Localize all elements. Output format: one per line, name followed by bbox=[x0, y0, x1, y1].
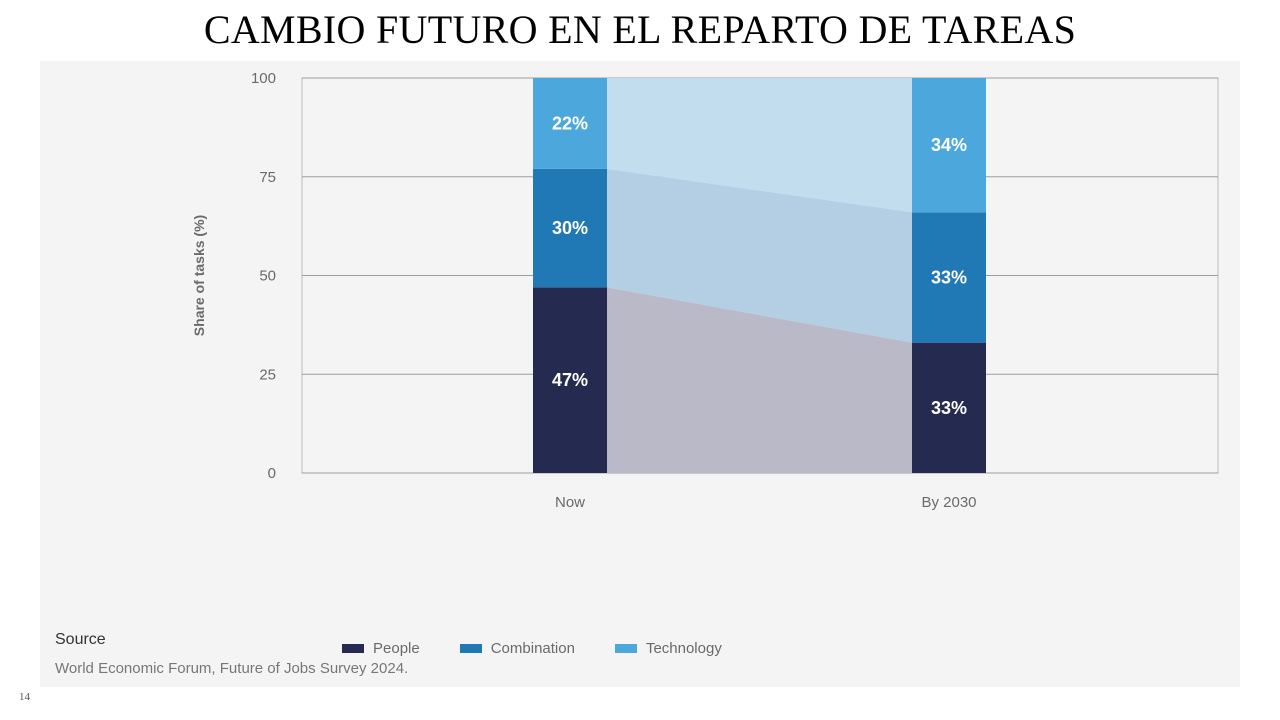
legend-item-people: People bbox=[342, 640, 420, 657]
legend-label-combination: Combination bbox=[490, 639, 575, 657]
flow-band-people bbox=[607, 287, 912, 473]
legend-label-technology: Technology bbox=[645, 639, 722, 657]
bar-segment-people-1 bbox=[912, 342, 986, 473]
bar-segment-technology-1 bbox=[912, 78, 986, 213]
slide-title: CAMBIO FUTURO EN EL REPARTO DE TAREAS bbox=[203, 7, 1077, 52]
data-label-technology-1: 34% bbox=[931, 135, 967, 155]
y-tick-label-100: 100 bbox=[251, 70, 276, 87]
legend-swatch-technology bbox=[614, 643, 637, 653]
stacked-bar-chart: 0 25 50 75 100 Share of tasks (%) 47% 30% 22% Now… bbox=[191, 70, 1219, 511]
page-number: 14 bbox=[19, 691, 30, 703]
y-tick-label-50: 50 bbox=[259, 268, 276, 285]
bar-segment-technology-0 bbox=[533, 78, 607, 169]
x-category-label-0: Now bbox=[555, 494, 585, 511]
x-category-label-1: By 2030 bbox=[921, 494, 976, 511]
legend-swatch-combination bbox=[459, 643, 482, 653]
bar-segment-combination-1 bbox=[912, 212, 986, 343]
legend-swatch-people bbox=[342, 643, 364, 653]
y-tick-label-0: 0 bbox=[268, 465, 276, 482]
y-tick-label-75: 75 bbox=[259, 169, 276, 186]
bar-segment-combination-0 bbox=[533, 168, 607, 288]
data-label-people-1: 33% bbox=[931, 398, 967, 418]
source-text: World Economic Forum, Future of Jobs Sur… bbox=[55, 660, 409, 677]
chart-legend: People Combination Technology bbox=[342, 638, 762, 658]
y-axis-label: Share of tasks (%) bbox=[191, 215, 207, 336]
data-label-people-0: 47% bbox=[552, 370, 588, 390]
source-heading: Source bbox=[55, 631, 106, 648]
legend-label-people: People bbox=[373, 639, 420, 657]
data-label-technology-0: 22% bbox=[552, 113, 588, 133]
data-label-combination-1: 33% bbox=[931, 267, 967, 287]
legend-item-technology: Technology bbox=[614, 639, 722, 657]
legend-item-combination: Combination bbox=[459, 639, 575, 657]
bar-segment-people-0 bbox=[533, 287, 607, 473]
data-label-combination-0: 30% bbox=[552, 218, 588, 238]
flow-band-technology bbox=[607, 78, 912, 213]
chart-panel: 0 25 50 75 100 Share of tasks (%) 47% 30% 22% Now… bbox=[40, 61, 1240, 687]
flow-band-combination bbox=[607, 168, 912, 343]
y-tick-label-25: 25 bbox=[259, 366, 276, 383]
